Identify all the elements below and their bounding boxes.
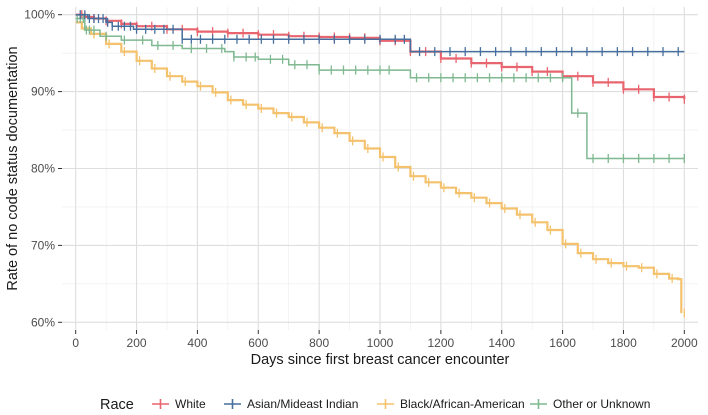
grid bbox=[62, 7, 698, 330]
legend-title: Race bbox=[100, 397, 134, 413]
series-black-african-american bbox=[75, 21, 685, 318]
legend-item-other-or-unknown: Other or Unknown bbox=[530, 397, 650, 411]
legend-label: White bbox=[175, 397, 206, 411]
series-layer bbox=[75, 10, 686, 318]
x-tick-label: 1200 bbox=[428, 336, 455, 350]
km-curve-asian-mideast-indian bbox=[75, 13, 685, 53]
x-tick-label: 1400 bbox=[488, 336, 515, 350]
legend-label: Black/African-American bbox=[400, 397, 525, 411]
x-tick-label: 600 bbox=[248, 336, 268, 350]
x-tick-label: 800 bbox=[309, 336, 329, 350]
legend-item-asian-mideast-indian: Asian/Mideast Indian bbox=[224, 397, 358, 411]
y-tick-label: 80% bbox=[31, 162, 55, 176]
legend-label: Asian/Mideast Indian bbox=[247, 397, 358, 411]
y-tick-label: 90% bbox=[31, 85, 55, 99]
legend-label: Other or Unknown bbox=[553, 397, 650, 411]
y-axis-title: Rate of no code status documentation bbox=[5, 46, 21, 290]
y-tick-label: 70% bbox=[31, 238, 55, 252]
y-tick-label: 60% bbox=[31, 315, 55, 329]
x-axis-title: Days since first breast cancer encounter bbox=[251, 352, 510, 368]
x-tick-label: 400 bbox=[187, 336, 207, 350]
x-axis: 0 200 400 600 800 1000 1200 1400 1600 1800 2000 bbox=[72, 330, 698, 350]
x-tick-label: 200 bbox=[127, 336, 147, 350]
series-other-or-unknown bbox=[75, 14, 685, 164]
x-tick-label: 0 bbox=[72, 336, 79, 350]
legend: Race White Asian/Mideast Indian Black/Afri… bbox=[100, 397, 650, 413]
y-tick-label: 100% bbox=[24, 8, 55, 22]
y-axis: 60% 70% 80% 90% 100% bbox=[24, 8, 62, 329]
legend-item-white: White bbox=[152, 397, 206, 411]
x-tick-label: 1000 bbox=[367, 336, 394, 350]
series-asian-mideast-indian bbox=[75, 10, 685, 57]
x-tick-label: 1800 bbox=[610, 336, 637, 350]
x-tick-label: 2000 bbox=[671, 336, 698, 350]
x-tick-label: 1600 bbox=[549, 336, 576, 350]
legend-item-black-african-american: Black/African-American bbox=[377, 397, 525, 411]
km-curve-black-african-american bbox=[75, 21, 683, 314]
